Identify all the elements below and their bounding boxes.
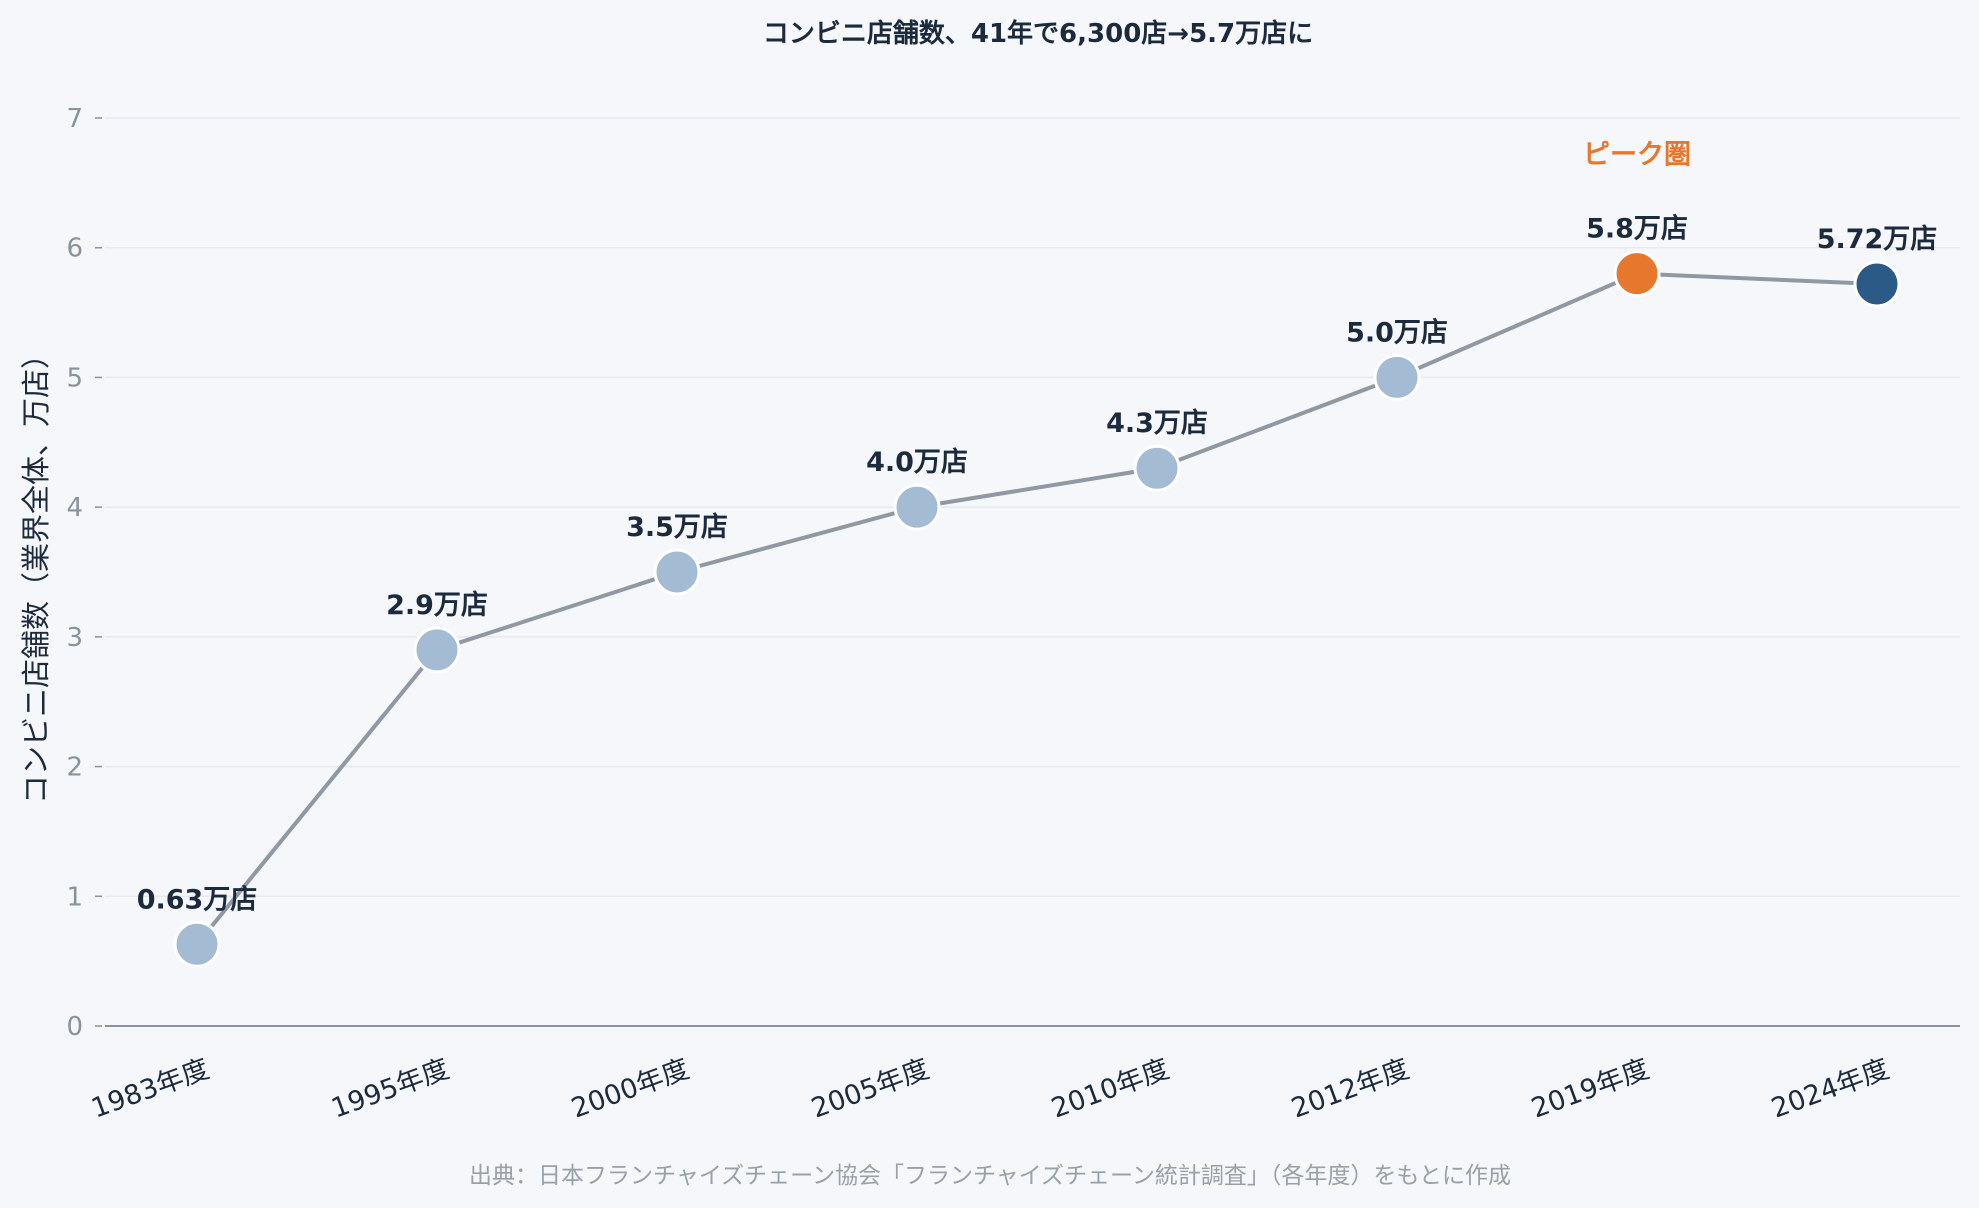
data-point — [1373, 353, 1421, 401]
data-point — [1133, 444, 1181, 492]
y-tick-label: 1 — [66, 882, 83, 912]
y-tick-label: 2 — [66, 753, 83, 783]
x-tick-label: 2019年度 — [1527, 1053, 1653, 1124]
data-label: 2.9万店 — [386, 590, 488, 621]
y-tick-label: 4 — [66, 493, 83, 523]
x-tick-label: 2005年度 — [807, 1053, 933, 1124]
data-label: 0.63万店 — [137, 884, 258, 915]
data-point — [653, 548, 701, 596]
data-label: 5.8万店 — [1586, 214, 1688, 245]
source-note: 出典：日本フランチャイズチェーン協会「フランチャイズチェーン統計調査」（各年度）… — [469, 1163, 1511, 1189]
series-line — [195, 271, 1878, 946]
y-tick-label: 5 — [66, 363, 83, 393]
x-tick-label: 2000年度 — [567, 1053, 693, 1124]
data-label: 4.3万店 — [1106, 408, 1208, 439]
x-tick-label: 2024年度 — [1767, 1053, 1893, 1124]
data-label: 3.5万店 — [626, 512, 728, 543]
data-points — [173, 250, 1901, 968]
x-tick-label: 2010年度 — [1047, 1053, 1173, 1124]
y-axis-ticks: 0 1 2 3 4 5 6 7 — [66, 104, 102, 1042]
y-tick-label: 3 — [66, 623, 83, 653]
x-tick-label: 1995年度 — [327, 1053, 453, 1124]
data-point — [1613, 250, 1661, 298]
y-tick-label: 7 — [66, 104, 83, 134]
y-axis-label: コンビニ店舗数（業界全体、万店） — [19, 340, 53, 804]
peak-annotation: ピーク圏 — [1583, 140, 1691, 171]
data-point — [413, 626, 461, 674]
data-label: 4.0万店 — [866, 447, 968, 478]
x-tick-label: 2012年度 — [1287, 1053, 1413, 1124]
series-polyline — [195, 271, 1878, 946]
x-axis-ticks: 1983年度 1995年度 2000年度 2005年度 2010年度 2012年度 2019… — [87, 1053, 1893, 1124]
data-labels: 0.63万店 2.9万店 3.5万店 4.0万店 4.3万店 5.0万店 5.8万店 5.72… — [137, 214, 1938, 916]
y-tick-label: 0 — [66, 1012, 83, 1042]
data-point — [1853, 260, 1901, 308]
data-point — [173, 920, 221, 968]
data-point — [893, 483, 941, 531]
data-label: 5.72万店 — [1817, 224, 1938, 255]
gridlines — [105, 117, 1960, 1027]
x-tick-label: 1983年度 — [87, 1053, 213, 1124]
y-tick-label: 6 — [66, 234, 83, 264]
chart-title: コンビニ店舗数、41年で6,300店→5.7万店に — [763, 18, 1313, 49]
data-label: 5.0万店 — [1346, 317, 1448, 348]
